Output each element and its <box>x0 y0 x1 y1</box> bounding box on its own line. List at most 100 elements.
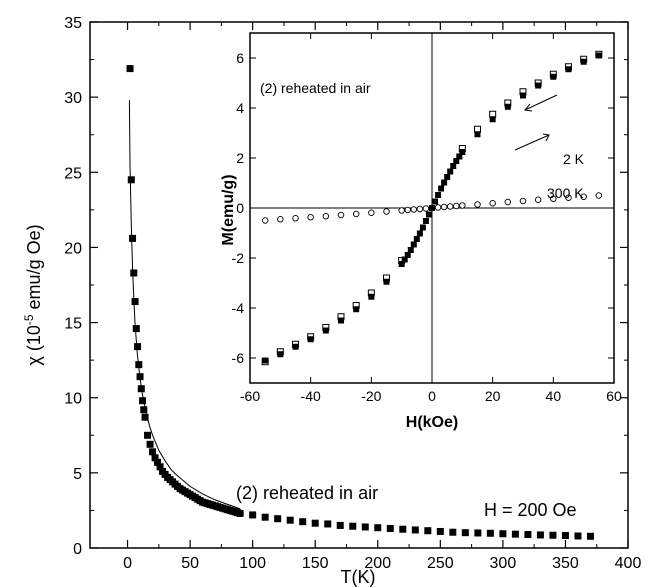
inset-300k-point <box>504 198 512 206</box>
inset-300k-point <box>580 193 587 200</box>
main-data-point <box>139 397 147 405</box>
main-data-point <box>151 454 159 462</box>
main-x-tick-label: 200 <box>364 555 391 572</box>
main-data-point <box>156 463 164 471</box>
inset-2k-filled-point <box>520 92 526 99</box>
main-x-tick-label: 300 <box>490 555 517 572</box>
inset-2k-filled-point <box>580 58 587 65</box>
main-y-tick-label: 30 <box>64 90 82 107</box>
inset-sample-annotation: (2) reheated in air <box>260 80 371 96</box>
inset-2k-filled-point <box>489 116 496 123</box>
inset-2k-annotation: 2 K <box>563 151 585 167</box>
main-y-tick-labels: 0 5 10 15 20 25 30 35 <box>64 15 82 558</box>
main-data-point <box>574 532 582 540</box>
inset-300k-point <box>519 197 527 205</box>
inset-2k-filled-point <box>404 252 411 258</box>
inset-300k-annotation: 300 K <box>547 185 584 201</box>
inset-300k-point <box>422 205 430 212</box>
inset-2k-filled-point <box>550 73 557 80</box>
main-y-tick-label: 35 <box>64 15 82 32</box>
inset-2k-filled-point <box>422 218 429 224</box>
inset-x-tick-labels: -60 -40 -20 0 20 40 60 <box>240 388 622 404</box>
main-data-points <box>126 65 594 540</box>
main-x-tick-label: 350 <box>552 555 579 572</box>
main-data-point <box>236 509 244 517</box>
inset-300k-point <box>459 202 466 209</box>
main-data-point <box>140 406 148 414</box>
main-data-point <box>411 526 419 534</box>
inset-300k-point <box>261 217 269 224</box>
inset-y-tick-label: 0 <box>236 200 244 216</box>
inset-x-tick-label: -40 <box>301 388 321 404</box>
main-data-point <box>449 528 457 536</box>
inset-2k-filled-point <box>447 168 454 175</box>
main-x-axis-label: T(K) <box>341 567 376 587</box>
main-data-point <box>127 176 135 184</box>
inset-2k-filled-point <box>322 327 329 334</box>
inset-2k-filled-point <box>459 149 466 155</box>
inset-2k-filled-point <box>277 351 284 358</box>
inset-300k-point <box>322 212 330 220</box>
inset-2k-filled-point <box>419 224 426 231</box>
inset-2k-filled-point <box>504 103 511 110</box>
inset-2k-filled-point <box>450 163 457 169</box>
inset-300k-point <box>453 202 460 210</box>
inset-y-tick-label: -4 <box>232 300 245 316</box>
main-data-point <box>499 530 507 538</box>
main-data-point <box>399 525 407 533</box>
inset-300k-point <box>595 192 603 199</box>
main-data-point <box>424 527 432 535</box>
inset-y-tick-label: 6 <box>236 50 244 66</box>
inset-2k-filled-point <box>353 306 360 313</box>
inset-300k-point <box>368 209 375 216</box>
main-y-tick-label: 20 <box>64 240 82 257</box>
main-data-point <box>149 448 157 456</box>
inset-y-tick-label: -6 <box>232 350 245 366</box>
inset-300k-point <box>474 201 481 208</box>
main-data-point <box>374 524 382 532</box>
inset-300k-point <box>446 203 454 210</box>
inset-x-axis-label: H(kOe) <box>406 414 458 431</box>
inset-x-tick-label: 0 <box>428 388 436 404</box>
inset-300k-point <box>534 196 542 203</box>
main-data-point <box>136 373 144 381</box>
main-x-tick-label: 100 <box>239 555 266 572</box>
inset-x-tick-label: 20 <box>485 388 501 404</box>
inset-2k-filled-point <box>410 241 417 248</box>
main-data-point <box>141 413 149 421</box>
main-data-point <box>126 65 134 73</box>
main-data-point <box>274 515 282 523</box>
main-data-point <box>536 531 544 539</box>
main-data-point <box>511 530 519 538</box>
inset-300k-point <box>404 206 411 214</box>
inset-300k-point <box>337 211 345 219</box>
main-data-point <box>286 516 294 524</box>
main-y-tick-label: 10 <box>64 391 82 408</box>
inset-2k-filled-point <box>456 153 463 160</box>
inset-2k-filled-point <box>595 52 602 59</box>
main-data-point <box>436 527 444 535</box>
main-y-tick-label: 25 <box>64 165 82 182</box>
inset-x-tick-label: 60 <box>606 388 622 404</box>
inset-300k-point <box>383 208 390 215</box>
main-data-point <box>299 518 307 526</box>
main-field-annotation: H = 200 Oe <box>484 500 577 520</box>
inset-300k-point <box>434 204 442 211</box>
inset-2k-filled-point <box>432 198 439 205</box>
main-data-point <box>349 522 357 530</box>
inset-2k-filled-point <box>535 82 542 89</box>
main-data-point <box>461 529 469 537</box>
main-x-tick-label: 400 <box>615 555 642 572</box>
inset-y-tick-label: 4 <box>236 100 244 116</box>
main-data-point <box>131 298 139 306</box>
main-data-point <box>249 511 257 519</box>
main-data-point <box>261 513 269 521</box>
main-data-point <box>524 530 532 538</box>
inset-tick-marks <box>249 33 615 383</box>
main-data-point <box>154 458 162 466</box>
inset-300k-point <box>410 206 418 213</box>
inset-300k-point <box>398 207 405 214</box>
main-data-point <box>549 531 557 539</box>
inset-2k-filled-point <box>262 357 269 364</box>
